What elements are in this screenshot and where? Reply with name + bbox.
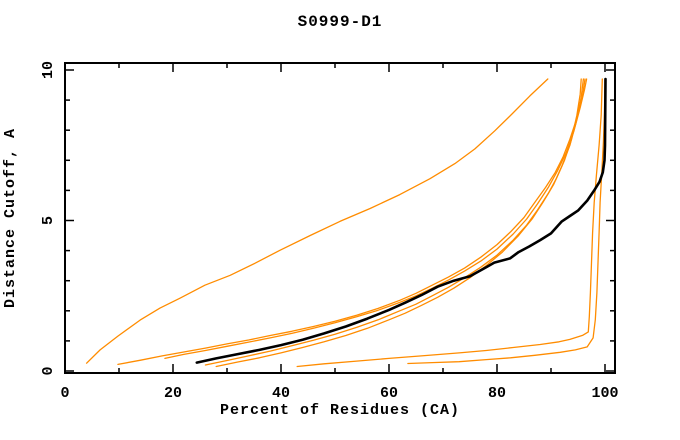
x-axis-title: Percent of Residues (CA) bbox=[219, 402, 461, 419]
model-curve-5 bbox=[215, 78, 585, 368]
x-ticks bbox=[64, 63, 606, 373]
svg-text:80: 80 bbox=[488, 385, 506, 402]
svg-text:20: 20 bbox=[164, 385, 182, 402]
svg-text:5: 5 bbox=[40, 216, 57, 225]
svg-text:0: 0 bbox=[60, 385, 69, 402]
x-tick-labels: 0 20 40 60 80 100 bbox=[60, 385, 618, 402]
y-tick-labels: 0 5 10 bbox=[40, 61, 57, 376]
chart-title: S0999-D1 bbox=[297, 13, 383, 31]
model-curve-3 bbox=[164, 78, 588, 360]
svg-text:10: 10 bbox=[40, 61, 57, 79]
model-curve-1-worst bbox=[85, 78, 549, 364]
plot-box bbox=[64, 62, 616, 374]
model-curve-6 bbox=[296, 78, 603, 368]
svg-text:60: 60 bbox=[380, 385, 398, 402]
model-curve-2 bbox=[117, 78, 586, 366]
svg-text:40: 40 bbox=[272, 385, 290, 402]
y-ticks bbox=[65, 69, 615, 372]
svg-text:0: 0 bbox=[40, 366, 57, 375]
svg-text:100: 100 bbox=[591, 385, 618, 402]
highlighted-model-curve bbox=[195, 77, 607, 364]
